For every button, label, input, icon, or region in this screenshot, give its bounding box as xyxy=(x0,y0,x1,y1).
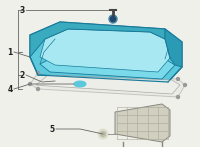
Polygon shape xyxy=(30,22,165,57)
Text: 2: 2 xyxy=(19,71,25,80)
Circle shape xyxy=(184,83,186,86)
Polygon shape xyxy=(36,75,180,94)
Polygon shape xyxy=(115,104,170,142)
Text: 5: 5 xyxy=(49,125,55,133)
Circle shape xyxy=(101,132,106,137)
Circle shape xyxy=(109,15,117,23)
Polygon shape xyxy=(40,29,170,72)
Polygon shape xyxy=(30,22,182,82)
Ellipse shape xyxy=(74,81,86,87)
Circle shape xyxy=(98,129,108,139)
Circle shape xyxy=(110,16,116,21)
Text: 3: 3 xyxy=(19,5,25,15)
Circle shape xyxy=(36,87,40,91)
Text: 4: 4 xyxy=(7,85,13,93)
Polygon shape xyxy=(165,29,182,67)
Circle shape xyxy=(29,82,32,86)
Polygon shape xyxy=(30,73,185,97)
Text: 1: 1 xyxy=(7,47,13,56)
Circle shape xyxy=(177,77,180,81)
Circle shape xyxy=(177,96,180,98)
Polygon shape xyxy=(40,58,175,79)
Circle shape xyxy=(36,71,40,75)
